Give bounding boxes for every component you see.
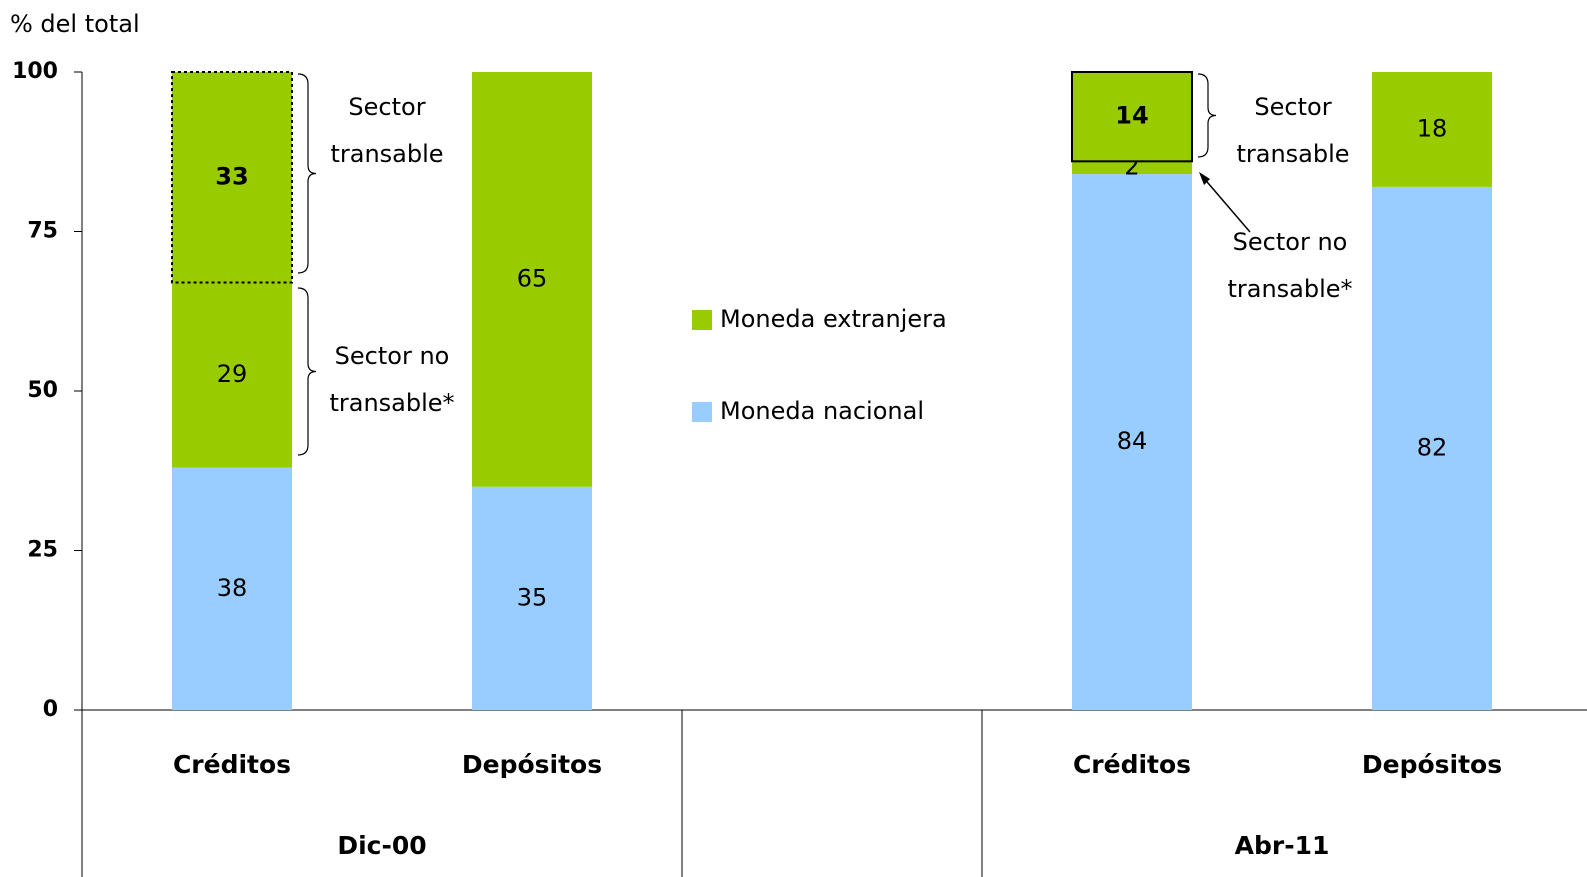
value-label: 18: [1417, 114, 1448, 142]
bar-segment: [1072, 161, 1192, 175]
brace: [297, 73, 317, 274]
annotation: Sector no: [335, 342, 450, 370]
bar-segment: [1372, 72, 1492, 187]
annotation: Sector: [348, 93, 425, 121]
group-label: Abr-11: [1235, 831, 1330, 860]
annotation: transable: [1236, 140, 1349, 168]
arrowhead: [1199, 172, 1210, 185]
annotation: transable: [330, 140, 443, 168]
annotation: Sector no: [1233, 228, 1348, 256]
value-label: 35: [517, 583, 548, 611]
x-tick-label: Créditos: [1073, 750, 1191, 779]
bar-segment: [1372, 186, 1492, 711]
value-label: 65: [517, 264, 548, 292]
y-axis-label: % del total: [10, 10, 140, 38]
bar-segment: [172, 467, 292, 710]
legend-swatch: [692, 402, 712, 422]
legend-swatch: [692, 310, 712, 330]
bar-segment: [1071, 71, 1193, 163]
value-label: 29: [217, 360, 248, 388]
bar-segment: [172, 282, 292, 468]
value-label: 84: [1117, 427, 1148, 455]
annotation: transable*: [329, 389, 454, 417]
bar-segment: [472, 72, 592, 487]
value-label: 82: [1417, 433, 1448, 461]
bar-segment: [472, 486, 592, 710]
x-tick-label: Créditos: [173, 750, 291, 779]
x-tick-label: Depósitos: [462, 750, 602, 779]
x-tick-label: Depósitos: [1362, 750, 1502, 779]
y-tick-label: 100: [12, 59, 58, 84]
annotation: transable*: [1227, 275, 1352, 303]
value-label: 14: [1115, 102, 1148, 130]
bar-segment: [1072, 174, 1192, 710]
y-tick-label: 50: [27, 378, 58, 403]
group-label: Dic-00: [337, 831, 426, 860]
brace: [297, 287, 317, 456]
y-tick-label: 25: [27, 538, 58, 563]
arrow: [1201, 175, 1251, 233]
value-label: 33: [215, 162, 248, 190]
brace: [1197, 73, 1217, 158]
legend-label: Moneda extranjera: [720, 305, 947, 333]
legend-label: Moneda nacional: [720, 397, 924, 425]
annotation: Sector: [1254, 93, 1331, 121]
y-tick-label: 0: [43, 697, 58, 722]
y-tick-label: 75: [27, 219, 58, 244]
value-label: 38: [217, 574, 248, 602]
bar-segment: [171, 71, 293, 284]
